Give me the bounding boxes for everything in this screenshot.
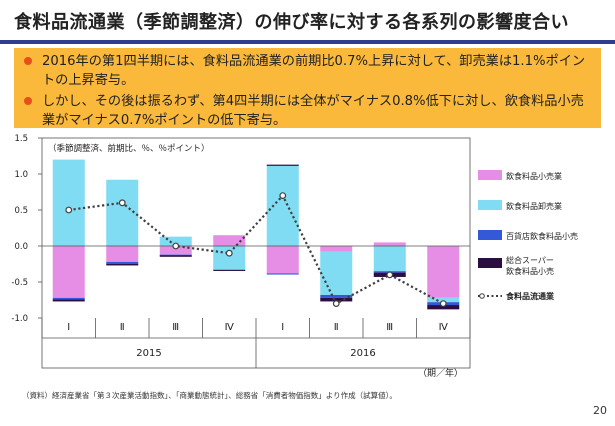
legend-label: 総合スーパー (506, 255, 554, 265)
summary-bullet-2: しかし、その後は振るわず、第4四半期には全体がマイナス0.8%低下に対し、飲食料… (24, 92, 593, 130)
bar-segment (266, 164, 299, 166)
total-series-point (279, 192, 287, 199)
bar-segment (320, 297, 353, 302)
y-tick-label: 0.0 (14, 242, 28, 252)
total-series-point (386, 271, 394, 279)
bar-segment (106, 261, 139, 264)
unit-note: （季節調整済、前期比、％、％ポイント） (48, 143, 210, 154)
bar-segment (266, 165, 299, 246)
x-tick-label: Ⅳ (439, 322, 449, 333)
legend-swatch (478, 258, 502, 268)
page-number: 20 (593, 404, 607, 417)
legend-label: 百貨店飲食料品小売 (506, 231, 578, 241)
bullet-dot-icon (24, 57, 32, 65)
summary-text-2: しかし、その後は振るわず、第4四半期には全体がマイナス0.8%低下に対し、飲食料… (42, 94, 584, 128)
title-bar: 食料品流通業（季節調整済）の伸び率に対する各系列の影響度合い (0, 0, 615, 44)
bar-segment (320, 246, 353, 252)
bullet-dot-icon (24, 97, 32, 105)
bar-segment (427, 246, 460, 298)
bar-segment (159, 246, 192, 255)
y-tick-label: 1.0 (14, 170, 28, 180)
total-series-point (439, 300, 447, 308)
bar-segment (159, 255, 192, 257)
summary-bullet-1: 2016年の第1四半期には、食料品流通業の前期比0.7%上昇に対して、卸売業は1… (24, 52, 593, 90)
legend-label: 食料品流通業 (506, 291, 555, 301)
bar-segment (159, 254, 192, 256)
x-tick-label: Ⅱ (334, 322, 339, 333)
bar-segment (213, 246, 246, 270)
y-tick-label: -0.5 (11, 278, 28, 288)
x-tick-label: Ⅱ (120, 322, 125, 333)
x-tick-label: Ⅳ (225, 322, 235, 333)
y-tick-label: 0.5 (14, 206, 28, 216)
bar-segment (159, 236, 192, 246)
bar-segment (320, 294, 353, 298)
summary-text-1: 2016年の第1四半期には、食料品流通業の前期比0.7%上昇に対して、卸売業は1… (42, 54, 586, 88)
total-series-line (68, 193, 444, 306)
bar-segment (427, 297, 460, 303)
legend-label-line2: 飲食料品小売 (506, 266, 554, 276)
legend-swatch (478, 230, 502, 240)
total-series-point (332, 300, 340, 308)
year-label: 2015 (136, 348, 161, 359)
bar-segment (52, 246, 85, 298)
bar-segment (52, 297, 85, 300)
bar-segment (52, 299, 85, 302)
bar-segment (52, 159, 85, 246)
title-underline (0, 40, 615, 44)
legend-label: 飲食料品卸売業 (506, 201, 562, 211)
bar-segment (266, 273, 299, 275)
total-series-point (225, 249, 233, 257)
bar-segment (106, 246, 139, 262)
page-title: 食料品流通業（季節調整済）の伸び率に対する各系列の影響度合い (14, 12, 569, 33)
bar-segment (106, 179, 139, 246)
total-series-point (172, 242, 180, 250)
bar-segment (320, 251, 353, 295)
bar-segment (427, 305, 460, 310)
y-tick-label: 1.5 (14, 134, 28, 144)
x-tick-label: Ⅲ (386, 322, 393, 333)
contribution-chart: （季節調整済、前期比、％、％ポイント） 1.5 1.0 0.5 0.0 -0.5 -1.0 Ⅰ… (11, 134, 578, 379)
x-unit-label: （期／年） (418, 367, 463, 379)
summary-box: 2016年の第1四半期には、食料品流通業の前期比0.7%上昇に対して、卸売業は1… (14, 48, 601, 128)
legend-marker (479, 293, 485, 299)
bar-segment (373, 246, 406, 272)
year-label: 2016 (350, 348, 375, 359)
legend-swatch (478, 200, 502, 210)
bar-segment (106, 264, 139, 266)
total-series-point (65, 206, 73, 214)
x-tick-label: Ⅰ (67, 322, 70, 333)
bar-segment (213, 269, 246, 271)
legend-swatch (478, 170, 502, 180)
bar-segment (373, 242, 406, 246)
source-note: （資料）経済産業省「第３次産業活動指数」、「商業動態統計」、総務省「消費者物価指… (22, 391, 397, 400)
legend-label: 飲食料品小売業 (506, 171, 562, 181)
bar-segment (266, 246, 299, 274)
y-tick-label: -1.0 (11, 314, 28, 324)
total-series-point (118, 199, 126, 207)
x-tick-label: Ⅲ (172, 322, 179, 333)
x-tick-label: Ⅰ (281, 322, 284, 333)
bar-segment (213, 235, 246, 246)
